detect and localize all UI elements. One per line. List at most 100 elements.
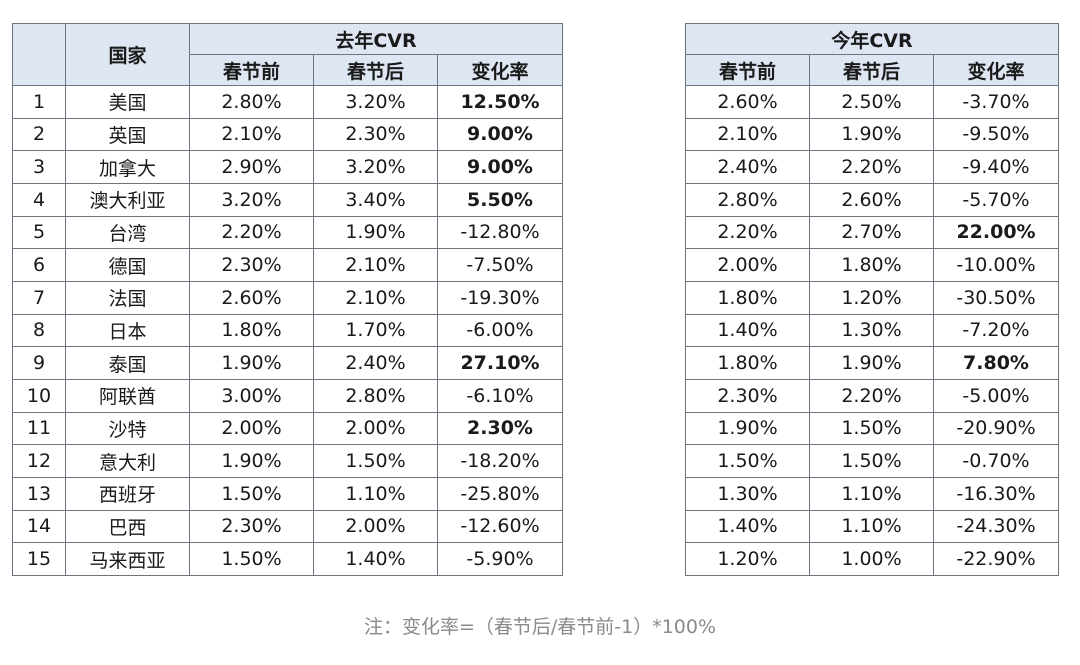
last-year-change-cell: 27.10% bbox=[436, 346, 564, 380]
this-year-before-cell: 1.30% bbox=[685, 476, 810, 511]
row-index-cell: 10 bbox=[12, 378, 66, 413]
row-index-cell: 5 bbox=[12, 215, 66, 250]
this-year-before-cell: 2.10% bbox=[685, 117, 810, 152]
this-year-change-cell: 22.00% bbox=[932, 215, 1060, 250]
last-year-before-cell: 2.30% bbox=[189, 248, 314, 282]
this-year-change-cell: -0.70% bbox=[932, 444, 1060, 478]
table-row: 2.20% 2.70% 22.00% bbox=[685, 215, 1060, 250]
table-row: 2.80% 2.60% -5.70% bbox=[685, 182, 1060, 217]
this-year-before-cell: 1.80% bbox=[685, 346, 810, 380]
country-header: 国家 bbox=[65, 23, 190, 86]
this-year-before-cell: 1.80% bbox=[685, 280, 810, 315]
last-year-before-cell: 2.80% bbox=[189, 85, 314, 119]
last-year-after-cell: 1.10% bbox=[313, 476, 438, 511]
country-cell: 阿联酋 bbox=[65, 378, 190, 413]
last-year-after-cell: 3.40% bbox=[313, 182, 438, 217]
table-row: 2.10% 1.90% -9.50% bbox=[685, 117, 1060, 152]
this-year-change-header: 变化率 bbox=[932, 54, 1060, 86]
last-year-change-cell: -7.50% bbox=[436, 248, 564, 282]
last-year-before-cell: 1.90% bbox=[189, 346, 314, 380]
last-year-after-cell: 2.40% bbox=[313, 346, 438, 380]
table-row: 2 英国 2.10% 2.30% 9.00% bbox=[12, 117, 564, 152]
this-year-change-cell: -9.50% bbox=[932, 117, 1060, 152]
row-index-cell: 4 bbox=[12, 182, 66, 217]
last-year-change-cell: -18.20% bbox=[436, 444, 564, 478]
this-year-change-cell: -5.70% bbox=[932, 182, 1060, 217]
country-cell: 巴西 bbox=[65, 509, 190, 544]
last-year-change-cell: 2.30% bbox=[436, 411, 564, 446]
footnote: 注：变化率=（春节后/春节前-1）*100% bbox=[363, 616, 717, 638]
last-year-after-cell: 2.30% bbox=[313, 117, 438, 152]
this-year-change-cell: -30.50% bbox=[932, 280, 1060, 315]
last-year-after-cell: 1.70% bbox=[313, 313, 438, 348]
this-year-after-cell: 1.80% bbox=[809, 248, 934, 282]
this-year-after-cell: 1.20% bbox=[809, 280, 934, 315]
this-year-before-cell: 1.20% bbox=[685, 542, 810, 576]
row-index-cell: 11 bbox=[12, 411, 66, 446]
last-year-change-cell: -25.80% bbox=[436, 476, 564, 511]
this-year-change-cell: -7.20% bbox=[932, 313, 1060, 348]
country-cell: 英国 bbox=[65, 117, 190, 152]
this-year-before-cell: 1.90% bbox=[685, 411, 810, 446]
last-year-before-cell: 2.00% bbox=[189, 411, 314, 446]
this-year-change-cell: -3.70% bbox=[932, 85, 1060, 119]
last-year-after-cell: 2.80% bbox=[313, 378, 438, 413]
this-year-after-cell: 1.50% bbox=[809, 444, 934, 478]
this-year-after-cell: 1.90% bbox=[809, 346, 934, 380]
this-year-after-cell: 2.20% bbox=[809, 378, 934, 413]
last-year-before-cell: 3.20% bbox=[189, 182, 314, 217]
last-year-change-cell: -6.00% bbox=[436, 313, 564, 348]
row-index-cell: 7 bbox=[12, 280, 66, 315]
index-header bbox=[12, 23, 66, 86]
country-cell: 澳大利亚 bbox=[65, 182, 190, 217]
this-year-before-cell: 2.40% bbox=[685, 150, 810, 184]
last-year-after-cell: 1.40% bbox=[313, 542, 438, 576]
this-year-before-cell: 1.40% bbox=[685, 509, 810, 544]
last-year-before-cell: 2.10% bbox=[189, 117, 314, 152]
table-row: 9 泰国 1.90% 2.40% 27.10% bbox=[12, 346, 564, 380]
last-year-before-header: 春节前 bbox=[189, 54, 314, 86]
table-row: 1.90% 1.50% -20.90% bbox=[685, 411, 1060, 446]
country-cell: 美国 bbox=[65, 85, 190, 119]
row-index-cell: 13 bbox=[12, 476, 66, 511]
this-year-after-cell: 1.50% bbox=[809, 411, 934, 446]
row-index-cell: 3 bbox=[12, 150, 66, 184]
table-row: 1.40% 1.10% -24.30% bbox=[685, 509, 1060, 544]
row-index-cell: 9 bbox=[12, 346, 66, 380]
last-year-after-cell: 3.20% bbox=[313, 85, 438, 119]
table-row: 1.30% 1.10% -16.30% bbox=[685, 476, 1060, 511]
last-year-before-cell: 1.50% bbox=[189, 542, 314, 576]
row-index-cell: 15 bbox=[12, 542, 66, 576]
last-year-change-cell: -12.60% bbox=[436, 509, 564, 544]
table-row: 2.60% 2.50% -3.70% bbox=[685, 85, 1060, 119]
last-year-change-cell: -5.90% bbox=[436, 542, 564, 576]
row-index-cell: 2 bbox=[12, 117, 66, 152]
last-year-cvr-header: 去年CVR bbox=[188, 23, 564, 55]
last-year-before-cell: 1.50% bbox=[189, 476, 314, 511]
row-index-cell: 8 bbox=[12, 313, 66, 348]
last-year-after-cell: 2.10% bbox=[313, 280, 438, 315]
last-year-after-cell: 3.20% bbox=[313, 150, 438, 184]
last-year-change-cell: -6.10% bbox=[436, 378, 564, 413]
this-year-cvr-table: 今年CVR 春节前 春节后 变化率 2.60% 2.50% -3.70% 2.10% 1… bbox=[684, 23, 1060, 576]
last-year-before-cell: 2.60% bbox=[189, 280, 314, 315]
country-cell: 德国 bbox=[65, 248, 190, 282]
last-year-change-cell: 9.00% bbox=[436, 150, 564, 184]
country-cell: 西班牙 bbox=[65, 476, 190, 511]
this-year-after-cell: 2.50% bbox=[809, 85, 934, 119]
this-year-after-header: 春节后 bbox=[809, 54, 934, 86]
table-row: 1.50% 1.50% -0.70% bbox=[685, 444, 1060, 478]
this-year-after-cell: 1.10% bbox=[809, 509, 934, 544]
this-year-change-cell: -9.40% bbox=[932, 150, 1060, 184]
country-cell: 日本 bbox=[65, 313, 190, 348]
row-index-cell: 12 bbox=[12, 444, 66, 478]
this-year-after-cell: 2.70% bbox=[809, 215, 934, 250]
table-row: 4 澳大利亚 3.20% 3.40% 5.50% bbox=[12, 182, 564, 217]
last-year-before-cell: 2.90% bbox=[189, 150, 314, 184]
last-year-before-cell: 2.20% bbox=[189, 215, 314, 250]
table-row: 10 阿联酋 3.00% 2.80% -6.10% bbox=[12, 378, 564, 413]
this-year-before-cell: 2.00% bbox=[685, 248, 810, 282]
table-row: 14 巴西 2.30% 2.00% -12.60% bbox=[12, 509, 564, 544]
this-year-before-cell: 2.80% bbox=[685, 182, 810, 217]
country-cell: 法国 bbox=[65, 280, 190, 315]
